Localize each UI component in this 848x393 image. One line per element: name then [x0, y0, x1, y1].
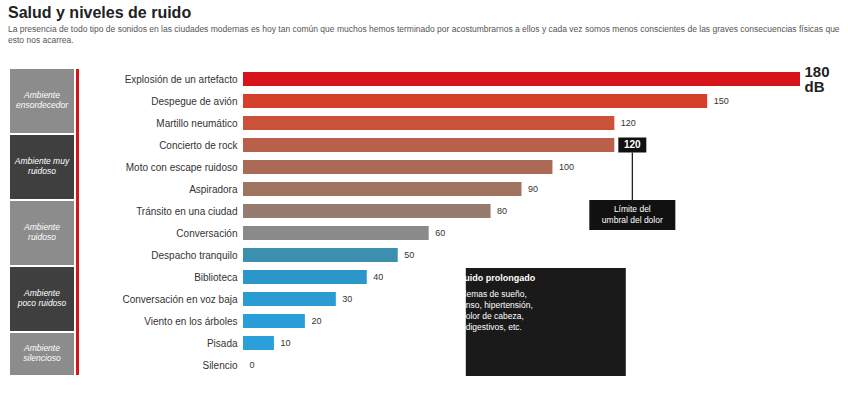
- svg-text:Concierto de rock: Concierto de rock: [159, 140, 238, 151]
- svg-text:Pisada: Pisada: [207, 338, 238, 349]
- html-text:Salud y niveles de ruido: Salud y niveles de ruido: [8, 4, 192, 21]
- svg-text:30: 30: [342, 294, 352, 304]
- svg-text:Ambienteruidoso: Ambienteruidoso: [23, 222, 60, 242]
- svg-text:Estrés, problemas de sueño,fal: Estrés, problemas de sueño,falta de desc…: [413, 289, 533, 332]
- svg-text:Conversación en voz baja: Conversación en voz baja: [122, 294, 238, 305]
- svg-text:Conversación: Conversación: [176, 228, 237, 239]
- svg-text:Despacho tranquilo: Despacho tranquilo: [151, 250, 238, 261]
- svg-text:Aspiradora: Aspiradora: [189, 184, 238, 195]
- svg-text:Ambientepoco ruidoso: Ambientepoco ruidoso: [17, 288, 67, 308]
- svg-text:90: 90: [528, 184, 538, 194]
- svg-text:Moto con escape ruidoso: Moto con escape ruidoso: [126, 162, 238, 173]
- svg-text:Viento en los árboles: Viento en los árboles: [144, 316, 237, 327]
- svg-text:60: 60: [435, 228, 445, 238]
- svg-text:80: 80: [497, 206, 507, 216]
- svg-text:10: 10: [280, 338, 290, 348]
- svg-text:0: 0: [250, 360, 255, 370]
- svg-text:150: 150: [714, 96, 729, 106]
- svg-text:120: 120: [624, 139, 641, 150]
- svg-text:Biblioteca: Biblioteca: [194, 272, 238, 283]
- svg-text:Efectos del ruido prolongado: Efectos del ruido prolongado: [410, 273, 536, 283]
- svg-text:Silencio: Silencio: [202, 360, 237, 371]
- svg-text:Límite delumbral del dolor: Límite delumbral del dolor: [602, 204, 663, 225]
- svg-text:Ambientesilencioso: Ambientesilencioso: [23, 343, 61, 363]
- svg-text:120: 120: [621, 118, 636, 128]
- html-text:La presencia de todo tipo de s: La presencia de todo tipo de sonidos en …: [8, 24, 840, 45]
- svg-text:180dB: 180dB: [805, 63, 830, 95]
- svg-text:Despegue de avión: Despegue de avión: [151, 96, 237, 107]
- svg-text:50: 50: [404, 250, 414, 260]
- svg-text:20: 20: [311, 316, 321, 326]
- svg-text:Ambiente muyruidoso: Ambiente muyruidoso: [14, 156, 70, 176]
- svg-text:100: 100: [559, 162, 574, 172]
- svg-text:40: 40: [373, 272, 383, 282]
- svg-text:Ambienteensordecedor: Ambienteensordecedor: [16, 90, 69, 110]
- svg-text:Martillo neumático: Martillo neumático: [156, 118, 238, 129]
- svg-text:Tránsito en una ciudad: Tránsito en una ciudad: [136, 206, 237, 217]
- svg-text:Explosión de un artefacto: Explosión de un artefacto: [125, 74, 238, 85]
